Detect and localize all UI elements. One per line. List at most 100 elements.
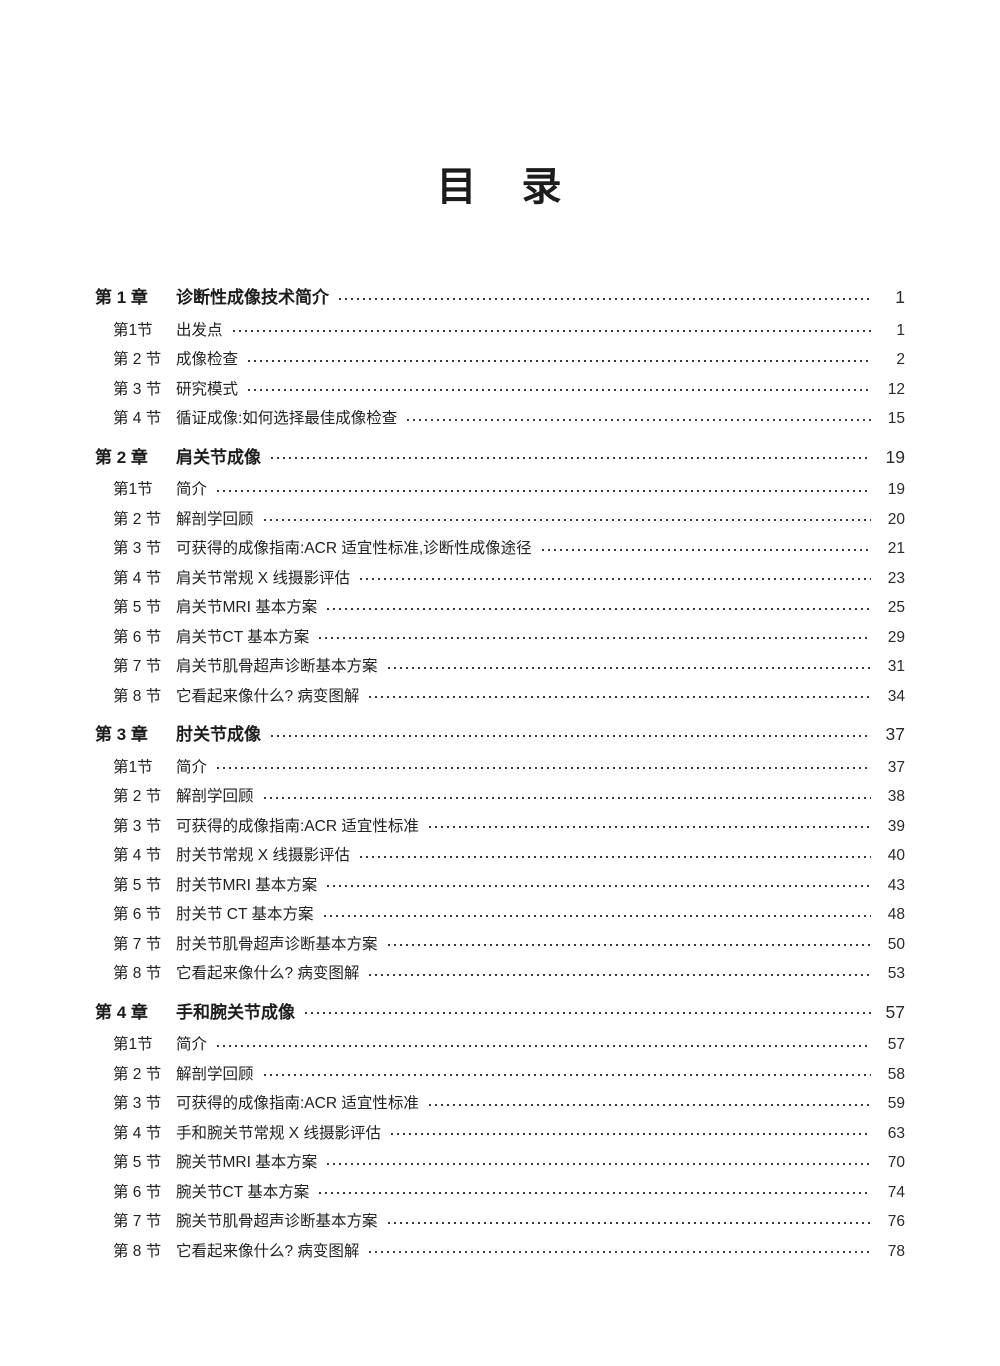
dot-leader: [323, 914, 871, 917]
section-title: 腕关节肌骨超声诊断基本方案: [176, 1213, 378, 1230]
toc-section-row: 第1节 出发点 1: [95, 316, 905, 346]
section-title: 简介: [176, 1036, 208, 1053]
toc-section-row: 第1节 简介 37: [95, 753, 905, 783]
section-number-label: 第 7 节: [113, 935, 162, 953]
section-title: 它看起来像什么? 病变图解: [176, 1242, 360, 1260]
dot-leader: [369, 973, 871, 976]
dot-leader: [232, 330, 871, 333]
toc-section-row: 第 4 节手和腕关节常规 X 线摄影评估 63: [95, 1119, 905, 1149]
page-number: 15: [887, 410, 905, 427]
toc-section-row: 第 6 节肩关节CT 基本方案 29: [95, 623, 905, 653]
chapter-title: 诊断性成像技术简介: [176, 288, 329, 307]
section-number-label: 第 7 节: [113, 1213, 162, 1230]
page-number: 2: [896, 351, 905, 368]
page-number: 19: [885, 446, 905, 467]
section-title: 循证成像:如何选择最佳成像检查: [176, 410, 398, 427]
section-title: 肩关节MRI 基本方案: [176, 599, 318, 616]
section-title: 解剖学回顾: [176, 510, 254, 528]
section-title: 肘关节 CT 基本方案: [176, 906, 314, 923]
page-number: 23: [887, 569, 905, 587]
section-title: 肩关节常规 X 线摄影评估: [176, 569, 350, 587]
section-title: 它看起来像什么? 病变图解: [176, 687, 360, 705]
dot-leader: [319, 637, 871, 640]
dot-leader: [263, 796, 871, 799]
chapter-title: 手和腕关节成像: [176, 1002, 295, 1022]
chapter-number-label: 第 3 章: [95, 725, 148, 744]
page-number: 20: [887, 510, 905, 528]
dot-leader: [248, 359, 871, 362]
toc-section-row: 第 7 节肘关节肌骨超声诊断基本方案 50: [95, 930, 905, 960]
toc-section-row: 第 8 节它看起来像什么? 病变图解 78: [95, 1237, 905, 1267]
dot-leader: [387, 1221, 871, 1224]
section-title: 肘关节肌骨超声诊断基本方案: [176, 935, 378, 953]
toc-chapter-row: 第 3 章 肘关节成像 37: [95, 720, 905, 750]
section-title: 简介: [176, 758, 208, 776]
page-number: 21: [887, 540, 905, 557]
page-number: 53: [887, 965, 905, 982]
section-title: 出发点: [176, 321, 223, 339]
section-title: 解剖学回顾: [176, 788, 254, 805]
page-number: 43: [887, 876, 905, 894]
dot-leader: [428, 826, 871, 829]
page-number: 70: [887, 1154, 905, 1171]
section-number-label: 第 4 节: [113, 410, 162, 427]
section-number-label: 第 2 节: [113, 351, 162, 368]
dot-leader: [217, 489, 871, 492]
section-number-label: 第 4 节: [113, 1124, 162, 1142]
section-title: 可获得的成像指南:ACR 适宜性标准: [176, 1095, 419, 1112]
page-number: 37: [887, 758, 905, 776]
toc-section-row: 第 8 节它看起来像什么? 病变图解 53: [95, 959, 905, 989]
section-number-label: 第 7 节: [113, 658, 162, 675]
section-number-label: 第 5 节: [113, 876, 162, 894]
page-number: 63: [887, 1124, 905, 1142]
section-title: 腕关节CT 基本方案: [176, 1183, 310, 1201]
section-title: 研究模式: [176, 380, 239, 398]
dot-leader: [271, 457, 871, 460]
section-title: 解剖学回顾: [176, 1065, 254, 1083]
section-number-label: 第 8 节: [113, 1242, 162, 1260]
section-title: 肩关节CT 基本方案: [176, 628, 310, 646]
page-title: 目 录: [436, 165, 564, 209]
toc-section-row: 第 5 节肩关节MRI 基本方案 25: [95, 593, 905, 623]
section-number-label: 第 6 节: [113, 906, 162, 923]
toc-section-row: 第 5 节肘关节MRI 基本方案 43: [95, 871, 905, 901]
toc-section-row: 第 2 节解剖学回顾 38: [95, 782, 905, 812]
dot-leader: [327, 607, 871, 610]
toc-section-row: 第 3 节可获得的成像指南:ACR 适宜性标准,诊断性成像途径 21: [95, 534, 905, 564]
section-number-label: 第 3 节: [113, 1095, 162, 1112]
section-number-label: 第1节: [113, 321, 153, 339]
chapter-number-label: 第 1 章: [95, 288, 148, 307]
toc-chapter-row: 第 2 章 肩关节成像 19: [95, 443, 905, 473]
dot-leader: [390, 1133, 871, 1136]
dot-leader: [387, 666, 871, 669]
toc-section-row: 第 4 节肘关节常规 X 线摄影评估 40: [95, 841, 905, 871]
page-number: 40: [887, 847, 905, 864]
dot-leader: [387, 944, 871, 947]
section-title: 肘关节常规 X 线摄影评估: [176, 847, 350, 864]
dot-leader: [428, 1103, 871, 1106]
toc-section-row: 第 5 节腕关节MRI 基本方案 70: [95, 1148, 905, 1178]
section-title: 可获得的成像指南:ACR 适宜性标准,诊断性成像途径: [176, 540, 532, 557]
section-title: 成像检查: [176, 351, 239, 368]
section-number-label: 第 8 节: [113, 687, 162, 705]
page-number: 74: [887, 1183, 905, 1201]
page-number: 25: [887, 599, 905, 616]
dot-leader: [248, 389, 871, 392]
section-number-label: 第1节: [113, 481, 153, 498]
section-number-label: 第 3 节: [113, 380, 162, 398]
dot-leader: [217, 767, 871, 770]
dot-leader: [305, 1012, 871, 1015]
page-number: 34: [887, 687, 905, 705]
page-number: 78: [887, 1242, 905, 1260]
section-title: 肘关节MRI 基本方案: [176, 876, 318, 894]
section-title: 肩关节肌骨超声诊断基本方案: [176, 658, 378, 675]
dot-leader: [369, 1251, 871, 1254]
dot-leader: [359, 578, 871, 581]
dot-leader: [271, 734, 871, 737]
toc-section-row: 第1节 简介 57: [95, 1030, 905, 1060]
toc-section-row: 第 3 节研究模式 12: [95, 375, 905, 405]
section-number-label: 第 4 节: [113, 847, 162, 864]
chapter-title: 肩关节成像: [176, 447, 261, 467]
toc-section-row: 第1节 简介 19: [95, 475, 905, 505]
